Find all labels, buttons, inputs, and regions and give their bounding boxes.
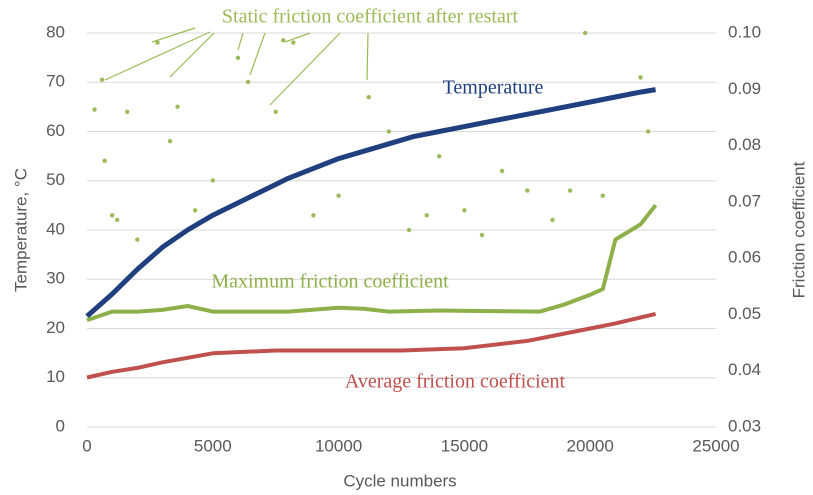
x-tick-label: 15000	[441, 436, 488, 455]
y-tick-label: 30	[46, 269, 65, 288]
y-tick-label: 70	[46, 72, 65, 91]
y-tick-label: 60	[46, 121, 65, 140]
x-tick-label: 25000	[692, 436, 739, 455]
series-label: Maximum friction coefficient	[211, 271, 449, 293]
data-point	[114, 217, 120, 223]
data-point	[600, 193, 605, 198]
data-point	[424, 213, 429, 218]
series-label: Static friction coefficient after restar…	[222, 6, 519, 28]
y2-tick-label: 0.05	[728, 304, 761, 323]
x-tick-label: 0	[82, 436, 91, 455]
data-point	[336, 193, 341, 198]
data-point	[406, 227, 412, 233]
y-tick-label: 20	[46, 318, 65, 337]
y2-tick-label: 0.08	[728, 135, 761, 154]
data-point	[235, 55, 241, 60]
y-tick-label: 0	[56, 416, 65, 435]
data-point	[479, 232, 485, 238]
data-point	[462, 208, 467, 213]
data-point	[102, 158, 107, 163]
x-tick-label: 10000	[315, 436, 362, 455]
data-point	[210, 178, 215, 183]
data-point	[135, 237, 140, 242]
series-label: Average friction coefficient	[345, 371, 566, 393]
y-tick-label: 80	[46, 22, 65, 41]
data-point	[92, 107, 97, 112]
data-point	[291, 40, 296, 45]
data-point	[386, 129, 392, 134]
data-point	[175, 104, 180, 109]
data-point	[638, 75, 643, 80]
data-point	[437, 154, 442, 159]
data-point	[273, 109, 278, 115]
series-line	[86, 311, 657, 380]
grid	[87, 32, 716, 428]
y2-tick-label: 0.04	[728, 360, 761, 379]
data-point	[99, 77, 105, 82]
y2-tick-label: 0.06	[728, 248, 761, 267]
data-point	[281, 38, 286, 43]
data-point	[109, 213, 115, 218]
data-point	[567, 188, 573, 193]
data-point	[311, 213, 316, 218]
y-tick-label: 50	[46, 170, 65, 189]
data-point	[125, 109, 130, 115]
y-axis-title: Temperature, °C	[11, 168, 30, 292]
data-point	[155, 40, 160, 45]
data-point	[245, 79, 251, 85]
data-point	[167, 138, 173, 144]
data-point	[192, 208, 198, 213]
y2-tick-label: 0.07	[728, 191, 761, 210]
y2-tick-label: 0.09	[728, 79, 761, 98]
data-point	[525, 188, 530, 193]
data-point	[366, 94, 371, 100]
x-tick-label: 20000	[567, 436, 614, 455]
series-label: Temperature	[443, 77, 544, 99]
y2-tick-label: 0.10	[728, 22, 761, 41]
y-tick-label: 40	[46, 219, 65, 238]
annotation-arrows	[104, 27, 369, 106]
data-point	[645, 129, 651, 134]
data-point	[550, 217, 555, 223]
data-point	[499, 168, 505, 174]
y-tick-label: 10	[46, 367, 65, 386]
series-line	[86, 203, 658, 322]
x-axis-title: Cycle numbers	[343, 471, 456, 490]
x-tick-label: 5000	[194, 436, 232, 455]
y2-axis-title: Friction coefficient	[789, 161, 808, 298]
data-point	[582, 30, 588, 36]
y2-tick-label: 0.03	[728, 416, 761, 435]
series-line	[85, 87, 657, 319]
